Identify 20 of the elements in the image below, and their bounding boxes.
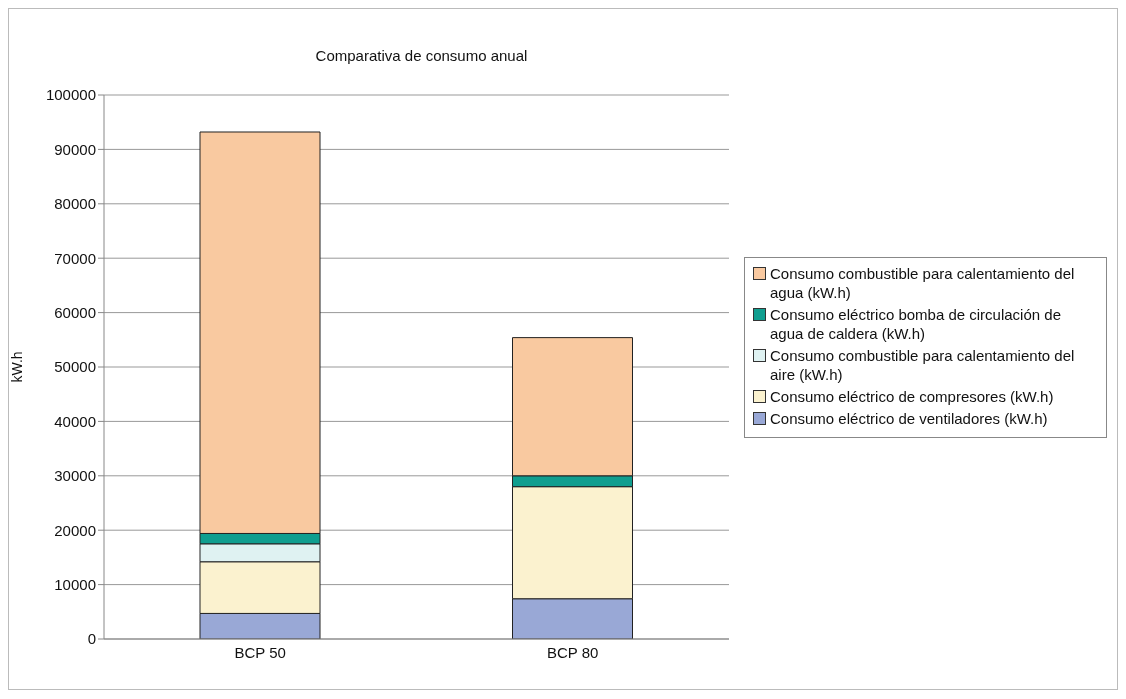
y-tick-label: 50000 <box>54 358 96 376</box>
y-tick-label: 30000 <box>54 467 96 485</box>
y-tick-label: 20000 <box>54 521 96 539</box>
y-tick-label: 90000 <box>54 140 96 158</box>
y-axis-title: kW.h <box>8 351 25 383</box>
y-tick-label: 70000 <box>54 249 96 267</box>
legend-label: Consumo eléctrico de compresores (kW.h) <box>770 387 1054 406</box>
y-tick-label: 0 <box>87 630 96 648</box>
legend-label: Consumo combustible para calentamiento del agua (kW.h) <box>770 264 1076 302</box>
legend-label: Consumo combustible para calentamiento del aire (kW.h) <box>770 346 1076 384</box>
legend-label: Consumo eléctrico bomba de circulación de agua de caldera (kW.h) <box>770 305 1062 343</box>
y-tick-label: 40000 <box>54 412 96 430</box>
y-tick-label: 100000 <box>45 86 96 104</box>
x-tick-label: BCP 80 <box>547 643 599 661</box>
chart-title: Comparativa de consumo anual <box>314 47 529 64</box>
legend-label: Consumo eléctrico de ventiladores (kW.h) <box>770 409 1048 428</box>
y-tick-label: 60000 <box>54 303 96 321</box>
x-tick-label: BCP 50 <box>234 643 286 661</box>
y-tick-label: 10000 <box>54 575 96 593</box>
y-tick-label: 80000 <box>54 195 96 213</box>
